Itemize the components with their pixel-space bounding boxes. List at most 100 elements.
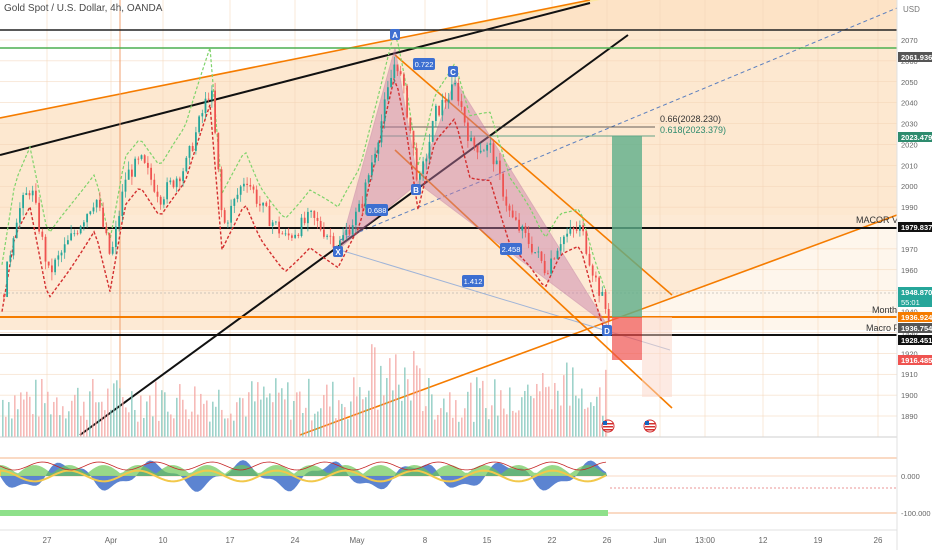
volume-bar [509,387,511,437]
volume-bar [293,400,295,437]
candle-body [73,233,76,235]
volume-bar [77,387,79,437]
volume-bar [308,378,310,437]
candle-body [534,252,536,253]
volume-bar [512,410,514,437]
candle-body [435,105,437,122]
candle-body [278,221,280,234]
volume-bar [224,418,226,437]
volume-bar [413,351,415,437]
candle-body [537,251,540,253]
volume-bar [317,411,319,437]
candle-body [303,217,306,224]
volume-bar [461,417,463,437]
volume-bar [302,412,304,437]
pattern-point-label: C [450,68,456,77]
volume-bar [359,387,361,437]
candle-body [313,210,316,218]
price-tick: 1970 [901,245,918,254]
volume-bar [350,401,352,437]
volume-bar [218,389,220,437]
volume-bar [455,400,457,437]
ratio-label: 0.688 [368,206,387,215]
us-flag-icon[interactable] [601,419,615,433]
candle-body [89,211,92,215]
candle-body [441,99,444,116]
candle-body [508,205,511,211]
volume-bar [236,402,238,437]
volume-bar [47,391,49,437]
volume-bar [92,379,94,437]
volume-bar [158,420,160,437]
time-tick: 27 [43,536,52,545]
volume-bar [407,379,409,437]
candle-body [255,189,258,204]
volume-bar [155,381,157,437]
volume-bar [8,402,10,437]
monthly-label: Monthly [872,305,904,315]
candle-body [547,273,549,274]
volume-bar [26,391,28,437]
us-flag-icon[interactable] [643,419,657,433]
volume-bar [212,401,214,437]
stop-zone [612,317,642,360]
volume-bar [371,344,373,437]
volume-bar [434,419,436,437]
pattern-point-label: B [413,186,419,195]
candle-body [44,236,47,262]
candle-body [38,202,40,232]
volume-bar [464,408,466,437]
candle-body [6,261,8,297]
volume-bar [398,384,400,437]
black-trend-lower [79,34,629,436]
candle-body [134,158,136,177]
volume-bar [449,392,451,437]
price-label: 1948.870 [901,288,932,297]
price-label: 1928.451 [901,336,932,345]
volume-bar [83,401,85,437]
candle-body [124,179,127,192]
price-tick: 1960 [901,266,918,275]
candle-body [79,226,82,234]
volume-bar [23,399,25,437]
time-tick: 24 [291,536,300,545]
time-axis[interactable]: 27 Apr 10 17 24 May 8 15 22 26 Jun 13:00 12 19 26 [43,536,883,545]
candle-body [563,236,565,245]
volume-bar [62,406,64,437]
volume-bar [470,382,472,437]
candle-body [217,132,220,170]
candle-body [31,190,34,196]
volume-bar [227,418,229,437]
candle-body [153,179,156,192]
candle-body [12,238,15,256]
candle-body [531,243,533,253]
candle-body [591,265,594,276]
candle-body [243,183,245,187]
volume-bar [362,399,364,437]
candle-body [348,229,351,235]
volume-bar [275,378,277,437]
price-tick: 2050 [901,78,918,87]
volume-bar [38,416,40,437]
candle-body [444,99,447,103]
candles [3,56,610,329]
candle-body [239,186,242,195]
candle-body [361,203,364,208]
candle-body [284,233,287,235]
pattern-point-a [390,29,400,40]
candle-body [28,193,31,196]
candle-body [595,275,597,278]
candle-body [121,191,124,217]
candle-body [451,84,453,100]
volume-bar [518,410,520,437]
volume-bar [209,421,211,437]
volume-bar [41,378,43,437]
fib-0618-label: 0.618(2023.379) [660,125,726,135]
price-label: 2023.479 [901,133,932,142]
volume-bar [89,391,91,437]
volume-bar [527,384,529,437]
volume-bar [128,412,130,437]
volume-bar [101,401,103,437]
